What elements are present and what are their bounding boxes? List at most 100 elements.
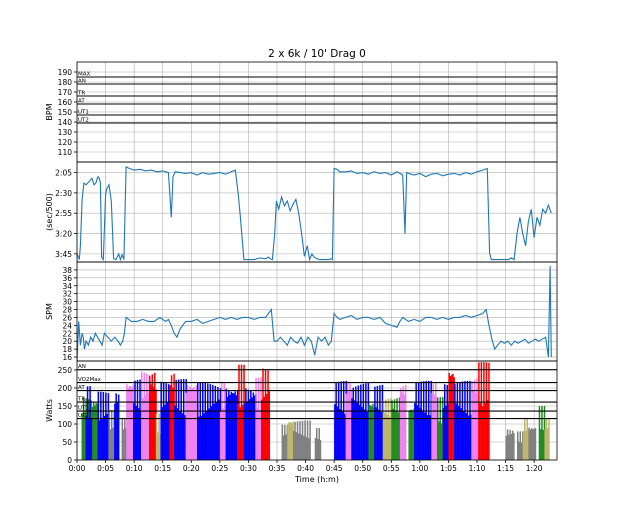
power-bar-VO2Max: [189, 386, 191, 460]
power-bar-AT: [362, 383, 365, 460]
power-bar-AN: [149, 375, 151, 460]
power-bar-TR: [96, 403, 99, 460]
power-bar-UT1: [385, 399, 387, 460]
power-bar-AT: [200, 415, 203, 460]
power-bar-TR: [391, 400, 393, 460]
power-bar-VO2Max: [402, 386, 404, 460]
power-bar-AN: [267, 370, 269, 460]
power-bar-AT: [98, 420, 101, 460]
zone-label-UT2: UT2: [78, 413, 89, 419]
y-tick-label: 0: [67, 456, 72, 465]
power-bar-AT: [374, 386, 376, 460]
power-bar-TR: [393, 399, 396, 460]
power-bar-AT: [454, 383, 456, 460]
y-tick-label: 160: [58, 98, 73, 107]
power-bar-AT: [179, 410, 181, 460]
power-bar-AT: [105, 392, 107, 460]
power-bar-VO2Max: [142, 397, 144, 460]
x-tick-label: 0:45: [326, 464, 343, 473]
power-bar-VO2Max: [190, 388, 193, 460]
power-bar-UT2: [112, 427, 114, 460]
power-bar-AT: [355, 386, 357, 460]
power-bar-UT2: [319, 439, 322, 460]
power-bar-UT2: [314, 437, 317, 460]
power-bar-TR: [372, 403, 374, 460]
power-bar-TR: [81, 414, 84, 460]
power-bar-AT: [102, 392, 105, 460]
power-bar-AT: [442, 408, 445, 460]
power-bar-TR: [541, 406, 543, 460]
power-bar-TR: [368, 404, 370, 460]
power-bar-TR: [438, 421, 440, 460]
power-bar-AT: [175, 380, 177, 460]
power-bar-UT2: [285, 434, 287, 460]
power-bar-AT: [465, 413, 467, 460]
power-bar-AT: [379, 385, 381, 460]
power-bar-AT: [248, 399, 251, 460]
power-bar-TR: [408, 410, 410, 460]
power-bar-AT: [470, 414, 472, 460]
power-bar-AT: [107, 393, 110, 460]
power-bar-UT2: [110, 409, 113, 460]
series-line-spm: [77, 265, 552, 361]
y-tick-label: 28: [62, 306, 72, 315]
power-bar-AN: [239, 407, 242, 460]
power-bar-UT2: [534, 427, 537, 460]
power-bar-UT2: [305, 437, 308, 460]
power-bar-AT: [213, 403, 215, 460]
y-tick-label: 110: [58, 148, 73, 157]
power-bar-AT: [456, 382, 459, 460]
power-bar-VO2Max: [223, 382, 226, 460]
power-bar-UT2: [520, 442, 523, 460]
power-bar-VO2Max: [222, 408, 224, 460]
zone-label-TR: TR: [77, 397, 85, 403]
power-bar-TR: [439, 397, 442, 460]
power-bar-UT2: [317, 438, 319, 460]
power-bar-AT: [89, 386, 91, 460]
power-bar-AN: [268, 391, 271, 460]
power-bar-AT: [138, 408, 140, 460]
x-tick-label: 0:05: [97, 464, 114, 473]
power-bar-AT: [424, 412, 426, 460]
zone-label-UT1: UT1: [78, 110, 89, 116]
x-tick-label: 1:00: [411, 464, 428, 473]
power-bar-VO2Max: [349, 383, 351, 460]
power-bar-AT: [165, 383, 167, 460]
power-bar-UT2: [306, 420, 309, 460]
x-tick-label: 1:05: [440, 464, 457, 473]
zone-label-AT: AT: [78, 99, 85, 105]
power-bar-AN: [479, 403, 481, 460]
power-bar-TR: [397, 412, 400, 460]
power-bar-AT: [344, 414, 346, 460]
power-bar-AT: [446, 385, 448, 460]
x-tick-label: 0:35: [269, 464, 286, 473]
power-bar-AT: [204, 383, 207, 460]
x-tick-label: 0:40: [297, 464, 314, 473]
power-bar-AN: [169, 385, 172, 460]
power-bar-AT: [246, 401, 248, 460]
power-bar-AN: [152, 386, 155, 460]
power-bar-TR: [542, 429, 544, 460]
power-bar-UT1: [389, 416, 391, 460]
power-bar-UT1: [287, 423, 289, 460]
power-bar-UT2: [528, 427, 530, 460]
power-bar-VO2Max: [186, 384, 189, 460]
power-bar-VO2Max: [128, 385, 131, 460]
power-bar-AT: [209, 384, 212, 460]
power-bar-VO2Max: [433, 394, 436, 460]
power-bar-UT2: [121, 417, 124, 460]
power-bar-UT1: [158, 413, 160, 460]
power-bar-AT: [467, 415, 470, 460]
x-tick-label: 0:50: [354, 464, 371, 473]
power-bar-AT: [360, 384, 362, 460]
x-tick-label: 1:15: [497, 464, 514, 473]
power-bar-AT: [166, 402, 169, 460]
power-bar-UT2: [505, 435, 508, 460]
power-bar-AT: [212, 384, 214, 460]
power-bar-AT: [230, 391, 233, 460]
power-bar-VO2Max: [472, 390, 475, 460]
power-bar-AN: [242, 404, 244, 460]
y-tick-label: 16: [62, 353, 72, 362]
